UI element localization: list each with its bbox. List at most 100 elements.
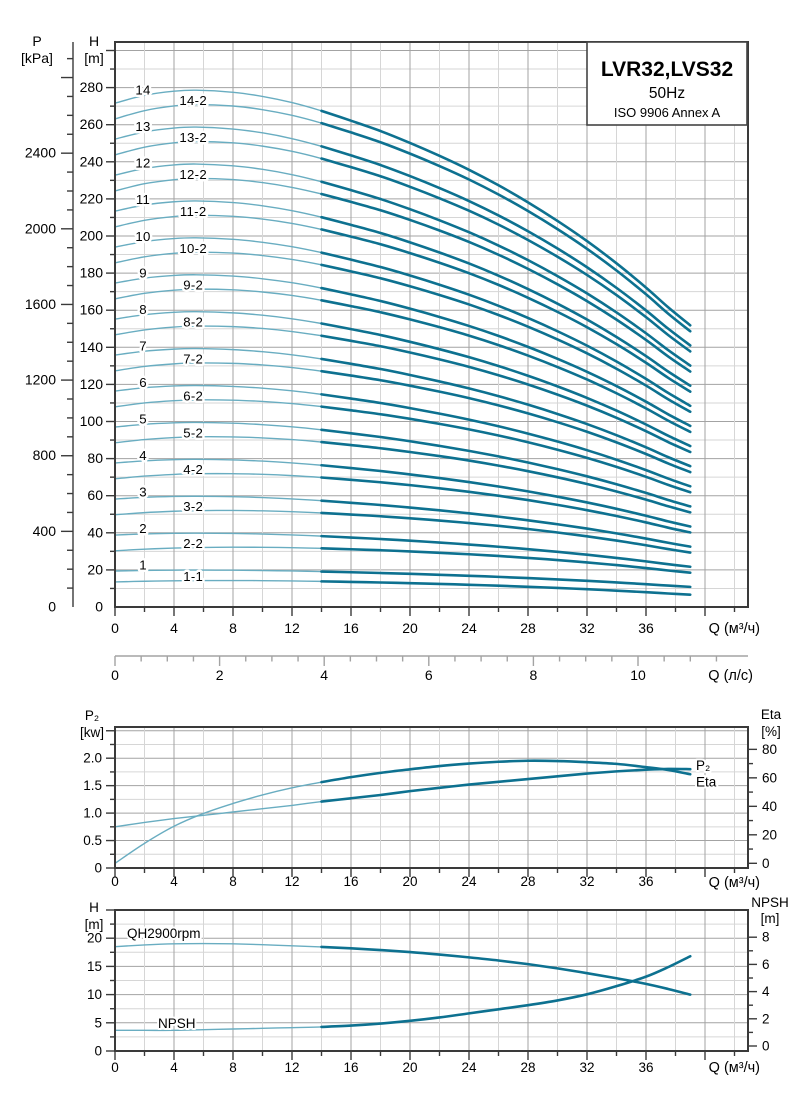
bot-head-tick-label: 10 xyxy=(87,987,102,1002)
curve-stage-14-duty-range xyxy=(320,109,692,327)
bot-head-tick-label: 15 xyxy=(87,959,102,974)
curve-stage-5-duty-range xyxy=(320,428,692,508)
ls-tick-label: 4 xyxy=(320,667,328,683)
x-tick-label: 12 xyxy=(284,1060,299,1075)
x-tick-label: 0 xyxy=(111,620,119,636)
power-tick-label: 2.0 xyxy=(83,751,102,766)
head-tick-label: 100 xyxy=(80,413,104,429)
x-tick-label: 4 xyxy=(170,874,178,889)
eta-axis-unit: [%] xyxy=(761,724,781,739)
curve-stage-4-duty-range xyxy=(320,463,692,528)
head-tick-label: 280 xyxy=(80,79,104,95)
curve-8-2-low-flow xyxy=(114,325,352,342)
curve-12-2-duty-range xyxy=(320,192,692,373)
curve-label-8: 8 xyxy=(139,302,147,317)
curve-label-1: 1 xyxy=(139,557,147,572)
curve-4-2-duty-range xyxy=(320,476,692,534)
main-qh-chart: 12345678910111213141-12-23-24-25-26-27-2… xyxy=(21,33,760,684)
head-axis-unit: [m] xyxy=(84,50,103,66)
npsh-tick-label: 6 xyxy=(762,957,770,972)
head-tick-label: 0 xyxy=(95,599,103,615)
ls-tick-label: 0 xyxy=(111,667,119,683)
x-tick-label: 12 xyxy=(284,874,299,889)
curve-label-6-2: 6-2 xyxy=(183,388,203,403)
curve-label-12-2: 12-2 xyxy=(179,167,207,182)
eta-tick-label: 60 xyxy=(762,770,777,785)
curve-6-2-low-flow xyxy=(114,399,352,412)
pressure-tick-label: 2000 xyxy=(25,220,56,236)
head-tick-label: 160 xyxy=(80,302,104,318)
bot-head-tick-label: 5 xyxy=(94,1015,102,1030)
curve-label-7: 7 xyxy=(139,338,147,353)
x-tick-label: 4 xyxy=(170,1060,178,1075)
curve-stage-13-duty-range xyxy=(320,145,692,347)
x-tick-label: 24 xyxy=(461,874,477,889)
power-tick-label: 1.0 xyxy=(83,806,102,821)
series-npsh-low-flow xyxy=(114,1024,352,1032)
x-tick-label: 20 xyxy=(402,620,418,636)
curve-label-12: 12 xyxy=(135,156,150,171)
x-tick-label: 8 xyxy=(229,620,237,636)
curve-14-2-low-flow xyxy=(114,103,352,134)
curve-13-2-duty-range xyxy=(320,157,692,353)
curve-label-5: 5 xyxy=(139,411,147,426)
curve-8-2-duty-range xyxy=(320,334,692,454)
curve-13-2-low-flow xyxy=(114,140,352,168)
curve-14-2-duty-range xyxy=(320,121,692,333)
curve-stage-10-duty-range xyxy=(320,251,692,408)
power-axis-unit: [kw] xyxy=(80,725,104,740)
head-axis-title: H xyxy=(89,33,99,49)
main-plot-frame xyxy=(114,41,749,608)
curve-label-13-2: 13-2 xyxy=(179,130,207,145)
curve-11-2-duty-range xyxy=(320,228,692,393)
curve-stage-8-low-flow xyxy=(114,310,352,330)
npsh-tick-label: 2 xyxy=(762,1011,770,1026)
curve-10-2-duty-range xyxy=(320,263,692,414)
curve-2-2-low-flow xyxy=(114,546,352,552)
power-axis: 0 0.5 1.0 1.5 2.0 P₂ [kw] xyxy=(80,708,115,876)
x-tick-label: 20 xyxy=(402,874,417,889)
curve-stage-6-low-flow xyxy=(114,384,352,400)
curve-label-10-2: 10-2 xyxy=(179,241,207,256)
curve-label-14: 14 xyxy=(135,83,150,98)
x-tick-label: 32 xyxy=(579,1060,594,1075)
curve-12-2-low-flow xyxy=(114,177,352,203)
npsh-tick-label: 0 xyxy=(762,1039,770,1054)
series-npsh-duty-range xyxy=(320,954,692,1029)
bot-head-axis: 0 5 10 15 20 H [m] xyxy=(85,900,115,1059)
head-tick-label: 20 xyxy=(87,561,103,577)
curve-family xyxy=(114,89,692,596)
series-qh2900-duty-range xyxy=(320,945,692,996)
standard-label: ISO 9906 Annex A xyxy=(614,105,721,120)
curve-label-8-2: 8-2 xyxy=(183,315,203,330)
x-tick-label: 0 xyxy=(111,1060,119,1075)
bot-head-tick-label: 20 xyxy=(87,931,102,946)
curve-6-2-duty-range xyxy=(320,405,692,494)
power-tick-label: 1.5 xyxy=(83,778,102,793)
head-tick-label: 80 xyxy=(87,450,103,466)
npsh-tick-label: 4 xyxy=(762,984,770,999)
power-axis-title: P₂ xyxy=(85,708,99,723)
x-tick-label: 12 xyxy=(284,620,300,636)
curve-4-2-low-flow xyxy=(114,472,352,481)
flow-axis-title-ls: Q (л/с) xyxy=(708,668,753,684)
npsh-axis: 0 2 4 6 8 NPSH[m] xyxy=(748,895,789,1054)
eta-tick-label: 40 xyxy=(762,799,777,814)
curve-stage-3-duty-range xyxy=(320,499,692,548)
x-tick-label: 28 xyxy=(520,620,536,636)
frequency-label: 50Hz xyxy=(649,85,685,102)
head-tick-label: 140 xyxy=(80,339,104,355)
pressure-axis-title: P xyxy=(32,33,41,49)
eta-tick-label: 20 xyxy=(762,827,777,842)
bot-head-axis-unit: [m] xyxy=(85,917,104,932)
npsh-axis-unit: [m] xyxy=(761,911,780,926)
x-tick-label: 28 xyxy=(520,874,535,889)
head-tick-label: 40 xyxy=(87,524,103,540)
npsh-tick-label: 8 xyxy=(762,930,770,945)
curve-9-2-duty-range xyxy=(320,299,692,434)
bot-flow-axis-title: Q (м³/ч) xyxy=(709,1060,760,1076)
curve-5-2-low-flow xyxy=(114,436,352,446)
x-tick-label: 20 xyxy=(402,1060,417,1075)
pressure-tick-label: 0 xyxy=(48,599,56,615)
